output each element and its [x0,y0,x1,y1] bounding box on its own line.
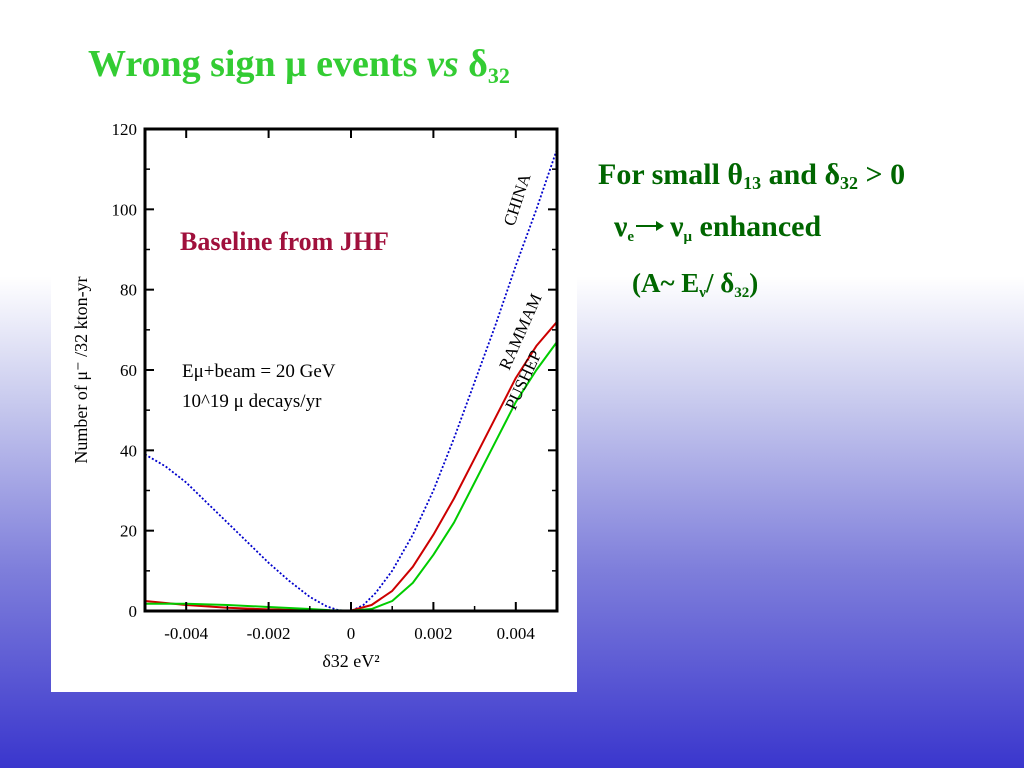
line3-mid: / δ [706,268,735,298]
y-tick-label: 120 [112,120,138,139]
title-sub: 32 [487,63,510,88]
line2-nu1: ν [614,210,628,243]
y-tick-label: 0 [129,602,138,621]
slide-title: Wrong sign μ events vs δ32 [88,42,510,89]
x-tick-label: 0.002 [414,624,452,643]
series-line-pushep [145,341,557,611]
line2-suffix: enhanced [692,210,822,243]
annotation-param: 10^19 μ decays/yr [182,391,322,412]
annotation-param: Eμ+beam = 20 GeV [182,361,336,382]
x-tick-label: -0.002 [247,624,291,643]
title-delta: δ [468,43,488,85]
x-tick-label: 0 [347,624,356,643]
side-line-3: (A~ Eν/ δ32) [632,268,758,302]
line1-sub2: 32 [840,173,859,193]
line2-sub1: e [627,229,635,245]
y-tick-label: 100 [112,200,138,219]
annotation-title: Baseline from JHF [180,227,389,256]
line3-sub2: 32 [734,285,750,301]
line1-mid: and δ [761,158,841,191]
line2-sub2: μ [683,229,692,245]
line1-prefix: For small θ [598,158,744,191]
side-line-1: For small θ13 and δ32 > 0 [598,158,905,194]
chart-svg: 0 20 40 60 80 100 120 -0.004 -0.002 0 0.002 0.004 δ3… [71,120,559,671]
x-tick-label: -0.004 [164,624,208,643]
line2-nu2: ν [670,210,684,243]
line3-prefix: (A~ E [632,268,700,298]
y-axis-label: Number of μ⁻ /32 kton-yr [71,276,91,463]
y-tick-label: 60 [120,361,137,380]
x-tick-label: 0.004 [497,624,536,643]
arrow-icon [636,221,665,231]
title-main: Wrong sign μ events [88,43,418,85]
line1-sub1: 13 [743,173,762,193]
side-line-2: νe νμ enhanced [614,210,821,246]
line3-suffix: ) [749,268,759,298]
y-tick-label: 20 [120,522,137,541]
chart-figure: 0 20 40 60 80 100 120 -0.004 -0.002 0 0.002 0.004 δ3… [51,111,577,692]
series-label-china: CHINA [500,170,535,228]
y-tick-label: 40 [120,441,137,460]
series-line-rammam [145,321,557,611]
series-line-china [145,148,557,611]
y-tick-label: 80 [120,281,137,300]
line1-suffix: > 0 [858,158,906,191]
x-axis-label: δ32 eV² [322,651,379,671]
line3-sub1: ν [699,285,706,301]
title-vs: vs [426,43,459,85]
